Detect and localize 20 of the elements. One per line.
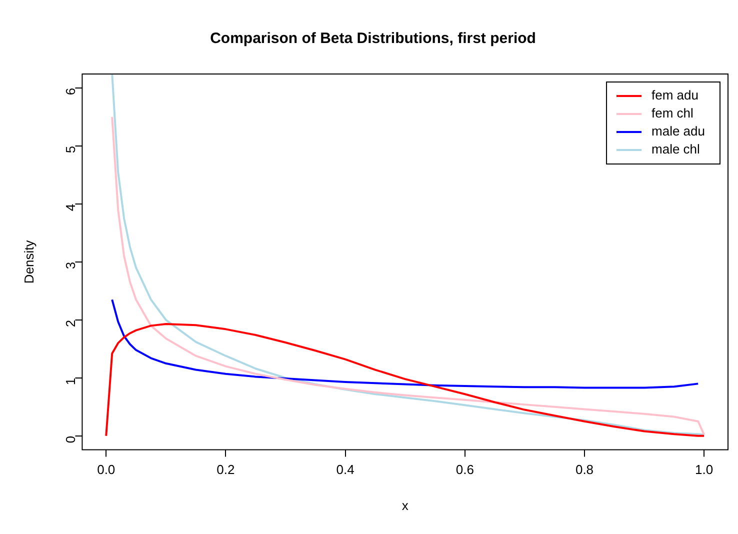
y-axis-title: Density (21, 240, 36, 284)
legend-label: male adu (652, 124, 706, 139)
chart-title: Comparison of Beta Distributions, first period (210, 30, 536, 48)
y-tick-label: 6 (62, 88, 78, 96)
legend-label: male chl (652, 142, 700, 157)
x-tick-label: 0.2 (216, 462, 235, 478)
y-tick-label: 5 (62, 146, 78, 154)
legend-label: fem adu (652, 88, 699, 103)
x-tick-label: 1.0 (695, 462, 714, 478)
y-tick-label: 1 (62, 378, 78, 386)
x-tick-label: 0.8 (575, 462, 594, 478)
y-tick-label: 4 (62, 204, 78, 212)
y-tick-label: 0 (62, 436, 78, 444)
y-tick-label: 2 (62, 320, 78, 328)
x-tick-label: 0.0 (97, 462, 116, 478)
y-tick-label: 3 (62, 262, 78, 270)
legend-label: fem chl (652, 106, 694, 121)
x-tick-label: 0.4 (336, 462, 354, 478)
x-tick-label: 0.6 (456, 462, 474, 478)
x-axis-title: x (402, 498, 409, 513)
